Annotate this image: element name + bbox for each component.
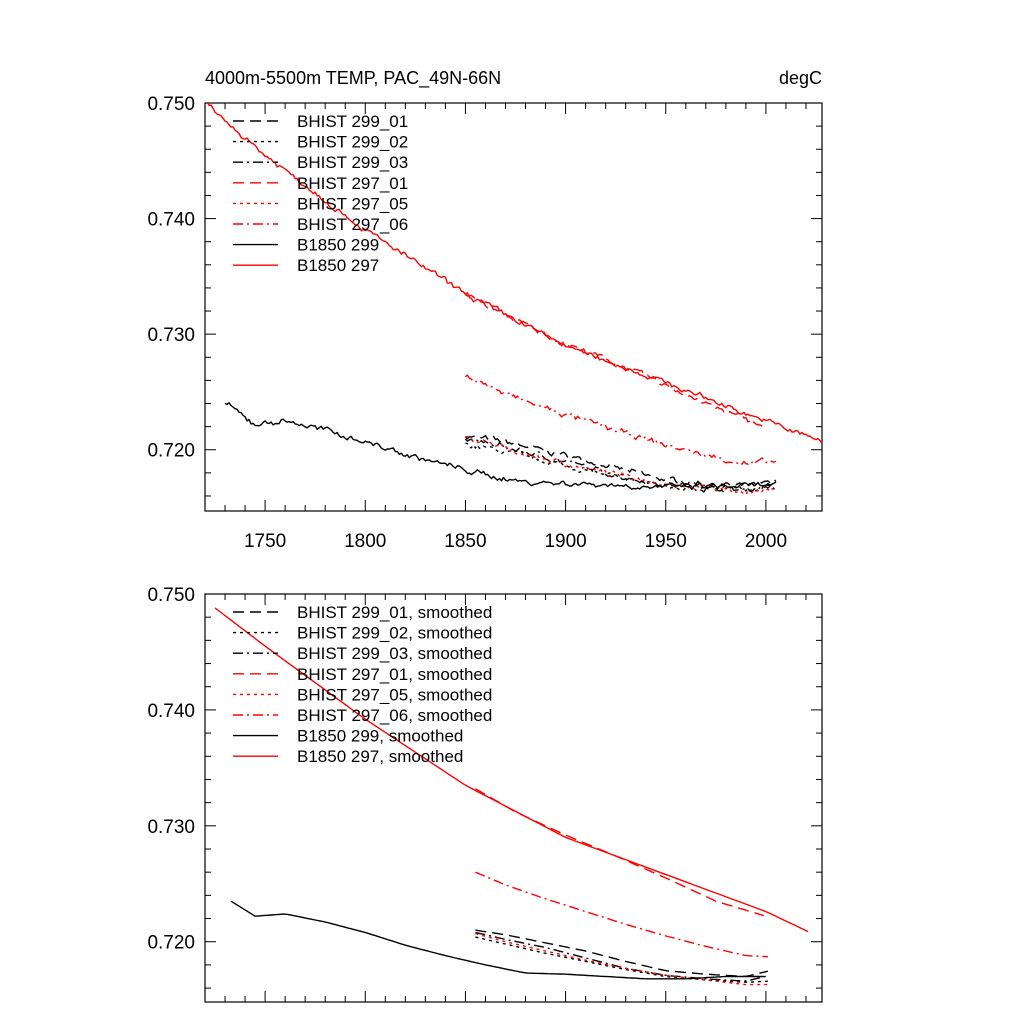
legend-label: BHIST 297_06 <box>297 215 408 234</box>
y-tick-label: 0.750 <box>147 94 195 115</box>
legend-label: B1850 297 <box>297 256 379 275</box>
legend-label: BHIST 297_01 <box>297 174 408 193</box>
series-line <box>464 374 777 465</box>
x-tick-label: 1800 <box>344 531 386 552</box>
legend-label: B1850 297, smoothed <box>297 747 463 766</box>
y-tick-label: 0.720 <box>147 933 195 954</box>
y-tick-label: 0.720 <box>147 441 195 462</box>
panel-bottom: 0.720 0.730 0.740 0.750 BHIST 299_01, smooth… <box>147 585 823 1003</box>
series-line <box>465 442 777 492</box>
x-tick-label: 1750 <box>244 531 286 552</box>
series-line <box>464 438 777 493</box>
x-tick-label: 1950 <box>645 531 687 552</box>
legend-label: BHIST 299_03, smoothed <box>297 644 492 663</box>
legend-label: BHIST 297_05 <box>297 194 408 213</box>
series-group <box>214 607 809 986</box>
chart-title: 4000m-5500m TEMP, PAC_49N-66N <box>205 68 501 89</box>
series-line <box>475 788 765 917</box>
series-line <box>475 929 769 978</box>
legend-label: B1850 299 <box>297 236 379 255</box>
series-line <box>230 900 764 980</box>
legend-label: BHIST 299_01, smoothed <box>297 603 492 622</box>
series-group <box>205 103 822 496</box>
y-tick-label: 0.730 <box>147 817 195 838</box>
series-line <box>224 402 777 490</box>
series-line <box>464 293 766 427</box>
legend-label: BHIST 297_01, smoothed <box>297 665 492 684</box>
series-line <box>464 434 777 488</box>
y-tick-label: 0.730 <box>147 325 195 346</box>
legend-label: BHIST 299_02, smoothed <box>297 624 492 643</box>
series-line <box>475 931 769 982</box>
legend-label: BHIST 297_06, smoothed <box>297 706 492 725</box>
legend-label: B1850 299, smoothed <box>297 727 463 746</box>
y-tick-label: 0.740 <box>147 701 195 722</box>
y-tick-label: 0.740 <box>147 210 195 231</box>
panel-top: 0.720 0.730 0.740 0.750 1750 1800 1850 1900 1950… <box>147 94 823 552</box>
legend-label: BHIST 299_03 <box>297 153 408 172</box>
plot-frame <box>204 593 823 1003</box>
series-line <box>475 932 768 986</box>
legend-label: BHIST 299_02 <box>297 133 408 152</box>
legend-label: BHIST 299_01 <box>297 112 408 131</box>
x-tick-label: 2000 <box>745 531 787 552</box>
y-tick-label: 0.750 <box>147 585 195 606</box>
series-line <box>205 103 822 444</box>
plot-frame <box>204 102 823 512</box>
units-label: degC <box>779 68 822 88</box>
x-tick-label: 1900 <box>544 531 586 552</box>
series-line <box>475 936 768 983</box>
legend-label: BHIST 297_05, smoothed <box>297 685 492 704</box>
series-line <box>475 871 768 958</box>
series-line <box>214 607 809 933</box>
x-tick-label: 1850 <box>444 531 486 552</box>
